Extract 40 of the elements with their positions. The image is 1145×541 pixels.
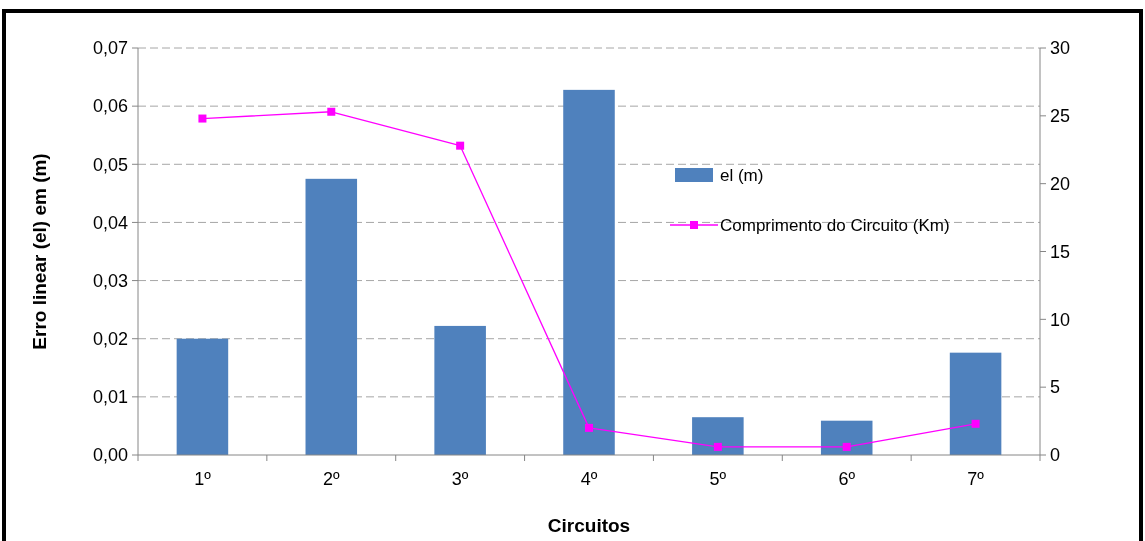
bar	[949, 352, 1002, 455]
x-tick-label: 6º	[838, 469, 856, 489]
bar	[434, 325, 486, 455]
y-tick-label: 0,02	[92, 329, 128, 350]
y-tick-label: 0,00	[92, 445, 128, 466]
x-axis-title: Circuitos	[547, 515, 631, 536]
y-tick-label: 0,04	[92, 212, 128, 233]
bar	[176, 338, 229, 455]
point	[842, 442, 851, 451]
x-tick-label: 7º	[967, 469, 985, 489]
y-tick-label: 0,07	[92, 38, 128, 59]
bar	[563, 89, 615, 455]
point	[713, 442, 722, 451]
point	[327, 107, 336, 116]
x-tick-label: 2º	[322, 469, 340, 489]
bar	[305, 178, 358, 455]
y2-tick-label: 10	[1050, 309, 1071, 330]
y2-tick-label: 20	[1050, 173, 1071, 194]
y-tick-label: 0,03	[92, 270, 128, 291]
bar	[692, 417, 744, 455]
y2-tick-label: 30	[1050, 38, 1071, 59]
legend-label: el (m)	[720, 165, 764, 185]
x-tick-label: 1º	[194, 469, 212, 489]
point	[456, 141, 465, 150]
y-axis-title: Erro linear (el) em (m)	[29, 153, 50, 350]
y-tick-label: 0,01	[92, 387, 128, 408]
x-tick-label: 3º	[451, 469, 469, 489]
x-tick-label: 5º	[709, 469, 727, 489]
point	[198, 114, 207, 123]
bar	[820, 420, 873, 455]
y-tick-label: 0,06	[92, 96, 128, 117]
y2-tick-label: 5	[1050, 377, 1061, 398]
y-tick-label: 0,05	[92, 154, 128, 175]
y2-tick-label: 15	[1050, 241, 1071, 262]
legend-label: Comprimento do Circuito (Km)	[720, 215, 950, 235]
y2-tick-label: 25	[1050, 106, 1071, 127]
point	[971, 419, 980, 428]
y2-tick-label: 0	[1050, 445, 1061, 466]
x-tick-label: 4º	[580, 469, 598, 489]
point	[585, 423, 593, 432]
